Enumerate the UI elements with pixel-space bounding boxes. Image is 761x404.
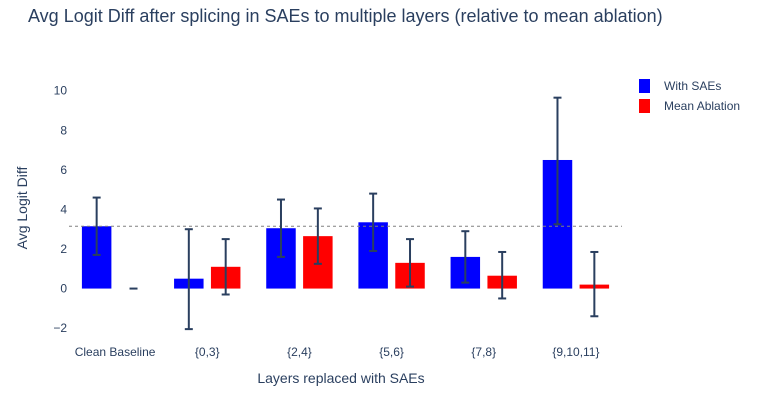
x-tick-label: {9,10,11} (552, 345, 599, 359)
bars-layer (81, 159, 610, 289)
x-tick-label: {0,3} (195, 345, 220, 359)
x-tick-label: Clean Baseline (75, 345, 156, 359)
legend-swatch-with-saes[interactable] (639, 79, 650, 93)
x-tick-label: {7,8} (471, 345, 496, 359)
y-tick-label: 0 (60, 282, 67, 296)
x-tick-label: {2,4} (287, 345, 312, 359)
chart-title: Avg Logit Diff after splicing in SAEs to… (28, 6, 663, 26)
x-axis: Clean Baseline {0,3} {2,4} {5,6} {7,8} {9,10,… (75, 345, 600, 359)
y-axis: −2 0 2 4 6 8 10 (53, 84, 67, 335)
y-tick-label: −2 (53, 321, 67, 335)
y-tick-label: 6 (60, 163, 67, 177)
y-tick-label: 8 (60, 123, 67, 137)
y-tick-label: 10 (54, 84, 68, 98)
legend-label-mean-ablation[interactable]: Mean Ablation (664, 99, 740, 113)
y-tick-label: 4 (60, 202, 67, 216)
legend-label-with-saes[interactable]: With SAEs (664, 79, 721, 93)
y-axis-title: Avg Logit Diff (14, 167, 30, 250)
y-tick-label: 2 (60, 242, 67, 256)
x-axis-title: Layers replaced with SAEs (257, 370, 424, 386)
legend[interactable]: With SAEs Mean Ablation (639, 79, 740, 113)
x-tick-label: {5,6} (379, 345, 404, 359)
error-bars-layer (92, 96, 599, 331)
legend-swatch-mean-ablation[interactable] (639, 99, 650, 113)
